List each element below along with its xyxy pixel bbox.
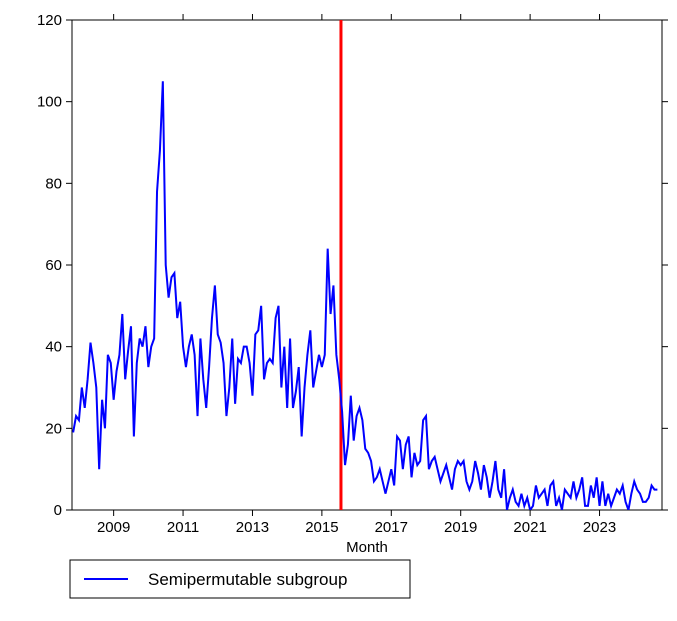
chart-svg: 0 20 40 60 80 100 120 2009 2011 2013 2015 2017 2019 2… [0, 0, 677, 621]
y-tick-label: 100 [37, 94, 62, 111]
x-tick-label: 2009 [97, 519, 130, 536]
y-tick-label: 120 [37, 12, 62, 29]
x-tick-label: 2019 [444, 519, 477, 536]
x-tick-label: 2015 [305, 519, 338, 536]
chart-container: 0 20 40 60 80 100 120 2009 2011 2013 2015 2017 2019 2… [0, 0, 677, 621]
y-tick-label: 0 [54, 502, 62, 519]
x-tick-label: 2017 [375, 519, 408, 536]
y-tick-label: 60 [45, 257, 62, 274]
x-tick-label: 2011 [167, 519, 199, 536]
x-tick-label: 2013 [236, 519, 269, 536]
y-tick-label: 40 [45, 339, 62, 356]
x-tick-label: 2021 [513, 519, 546, 536]
legend-label: Semipermutable subgroup [148, 570, 347, 589]
x-tick-label: 2023 [583, 519, 616, 536]
y-tick-label: 80 [45, 175, 62, 192]
y-tick-label: 20 [45, 420, 62, 437]
x-axis-label: Month [346, 539, 388, 556]
